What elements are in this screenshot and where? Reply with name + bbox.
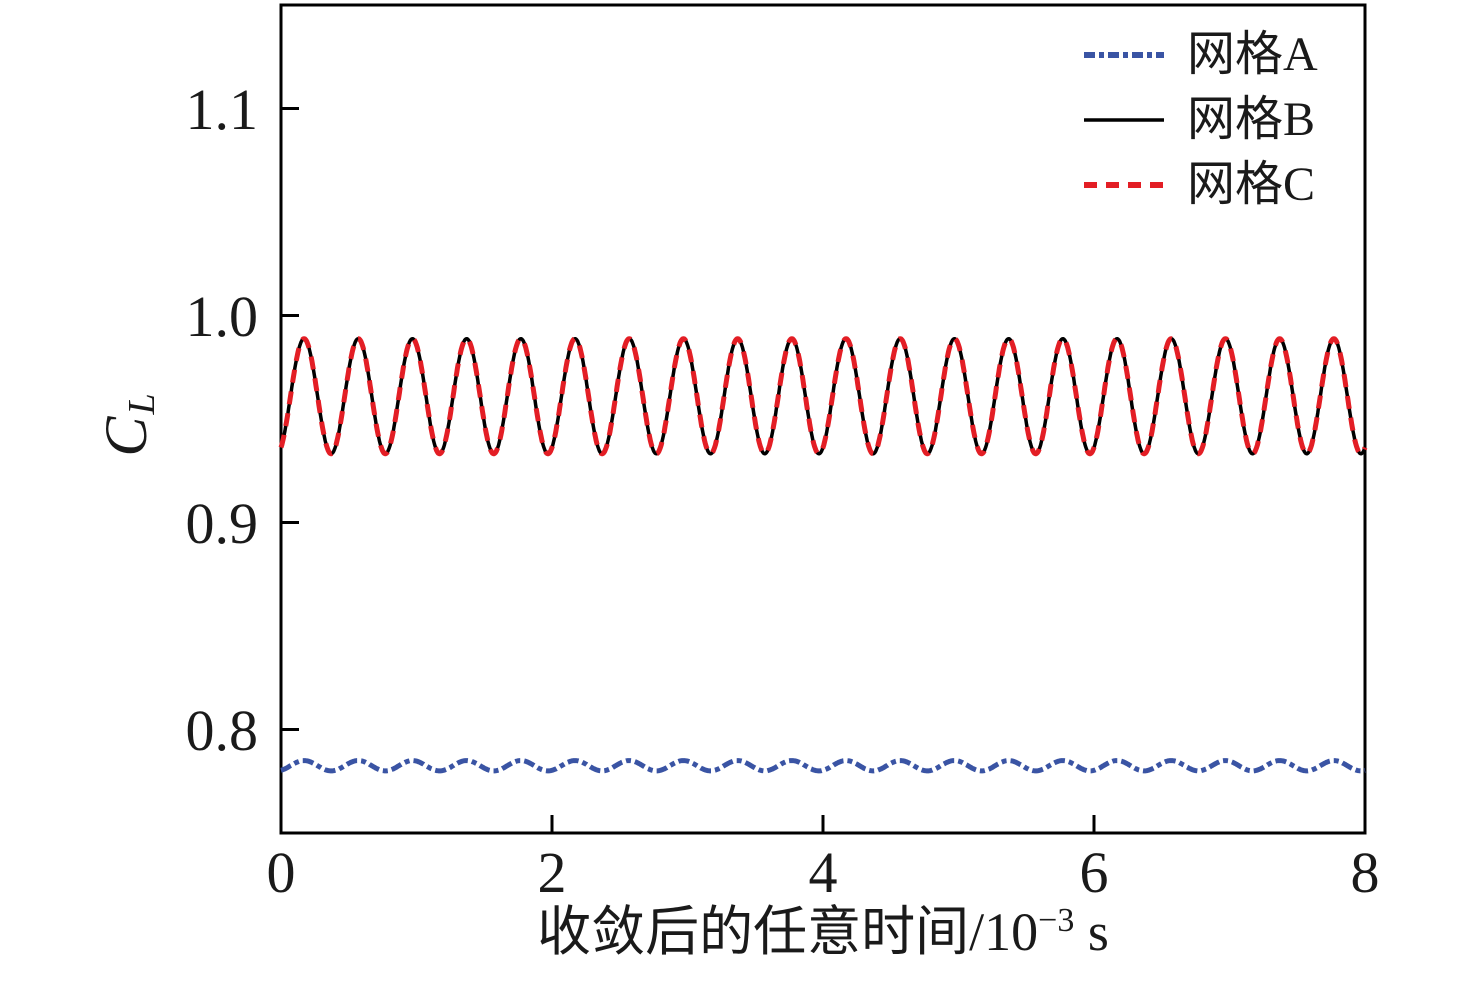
legend-label: 网格A	[1187, 27, 1318, 81]
y-tick-label: 1.0	[186, 284, 259, 349]
legend-line-sample	[1084, 51, 1164, 58]
series-line-2	[278, 336, 1368, 457]
legend-label: 网格C	[1187, 157, 1316, 211]
legend-line-sample	[1084, 181, 1164, 188]
legend-item-2: 网格C	[1083, 152, 1318, 217]
y-axis-label: CL	[93, 393, 163, 457]
legend-item-1: 网格B	[1083, 87, 1318, 152]
x-axis-label-text: 收敛后的任意时间/10	[537, 902, 1039, 962]
y-tick-label: 0.8	[186, 698, 259, 763]
legend-item-0: 网格A	[1083, 22, 1318, 87]
x-axis-label: 收敛后的任意时间/10−3 s	[537, 900, 1109, 965]
series-line-1	[279, 336, 1367, 456]
y-tick-label: 0.9	[186, 491, 259, 556]
x-tick-label: 8	[1351, 840, 1380, 905]
x-tick-label: 2	[538, 840, 567, 905]
series-line-0	[279, 758, 1367, 774]
x-tick-label: 6	[1080, 840, 1109, 905]
y-axis-label-subscript: L	[121, 393, 164, 415]
x-tick-label: 0	[267, 840, 296, 905]
x-axis-label-unit: s	[1074, 902, 1109, 962]
legend: 网格A 网格B 网格C	[1083, 22, 1318, 217]
legend-label: 网格B	[1187, 92, 1316, 146]
x-tick-label: 4	[809, 840, 838, 905]
y-axis-label-main: C	[93, 416, 159, 457]
y-tick-label: 1.1	[186, 77, 259, 142]
legend-line-sample	[1084, 117, 1164, 122]
x-axis-label-exponent: −3	[1038, 902, 1075, 940]
